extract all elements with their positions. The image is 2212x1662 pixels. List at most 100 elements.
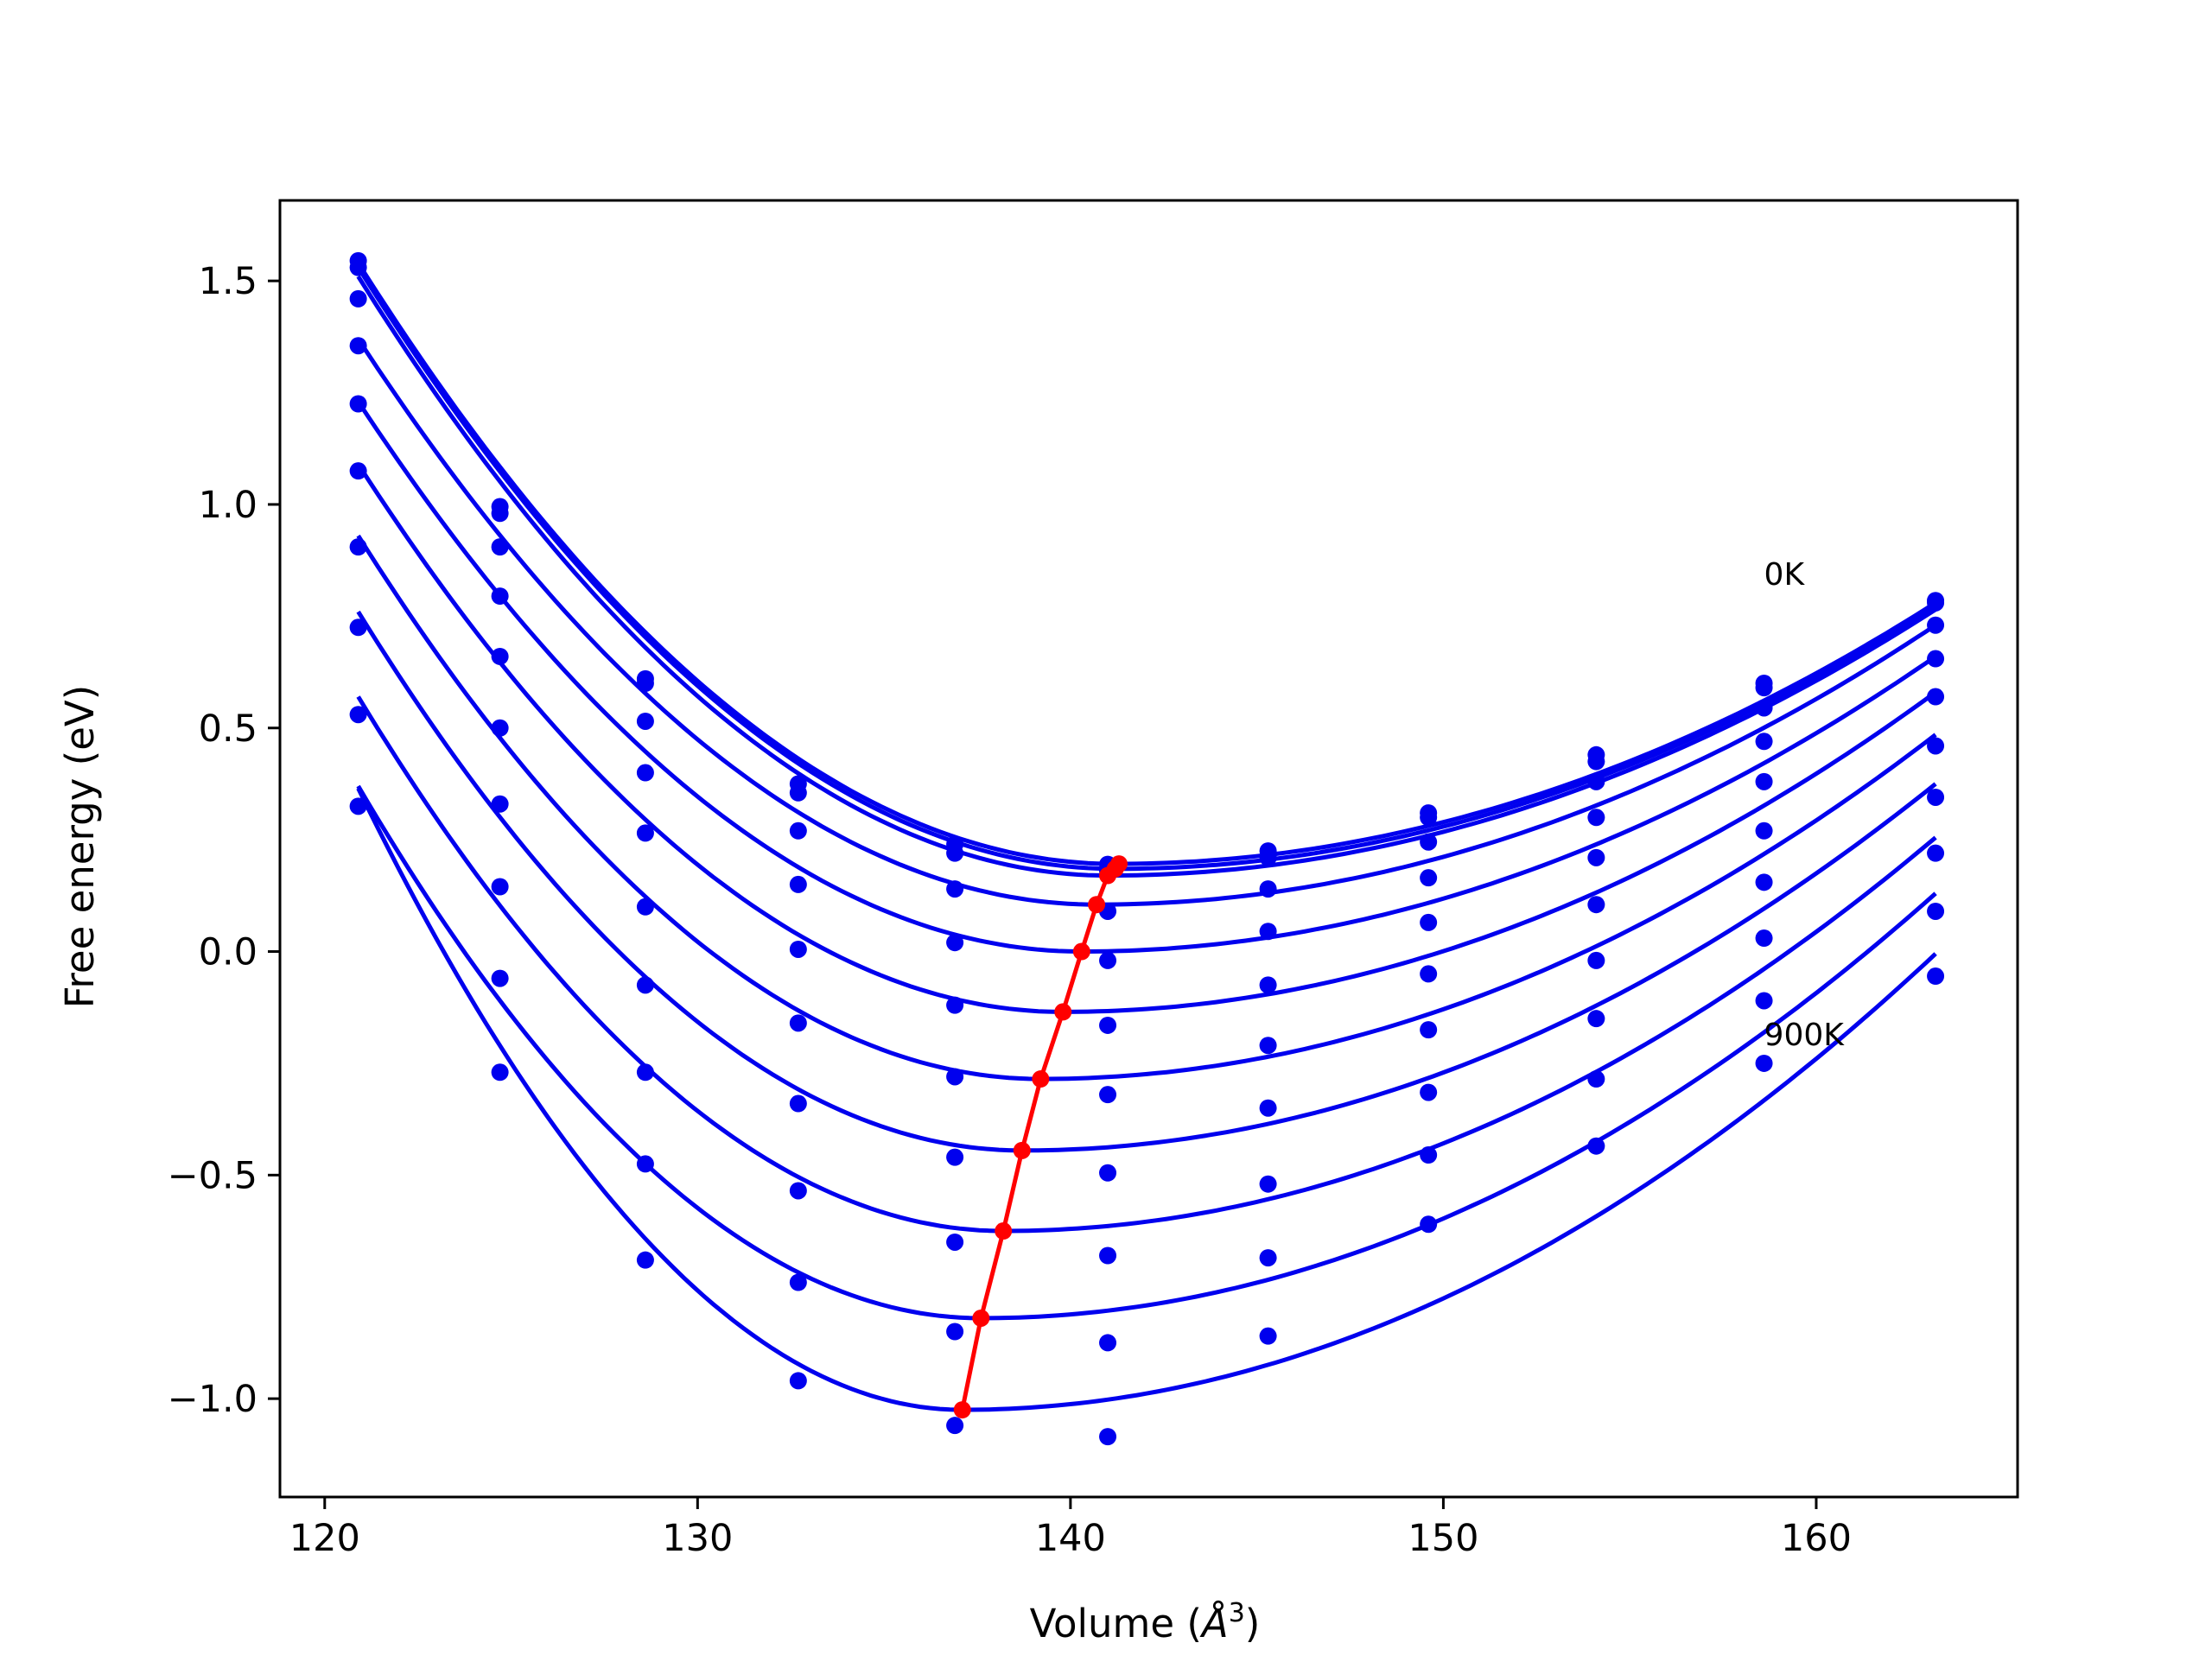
data-point [349,797,367,815]
data-point [349,337,367,355]
data-point [349,706,367,724]
data-point [946,1233,964,1251]
data-point [1420,1083,1438,1101]
data-point [1259,976,1277,994]
data-point [1927,737,1945,755]
data-point [789,1372,807,1390]
equilibrium-point [1088,896,1106,914]
data-point [1755,992,1773,1010]
annotation-900k: 900K [1764,1018,1846,1053]
x-tick-label: 130 [662,1517,733,1560]
data-point [636,824,654,842]
points-layer [349,251,1945,1446]
data-point [1420,869,1438,887]
data-point [491,587,509,606]
equilibrium-point [1072,942,1090,961]
ticks-layer: 120 130 140 150 160 −1.0 −0.5 0.0 0.5 1.0 1.5 [168,260,1852,1560]
data-point [1587,1137,1605,1155]
data-point [1587,752,1605,771]
data-point [491,795,509,813]
data-point [1927,967,1945,986]
data-point [1259,1249,1277,1267]
data-point [946,1148,964,1166]
y-tick-label: 1.0 [199,484,257,527]
data-point [1587,1070,1605,1088]
data-point [1755,821,1773,840]
fit-curve [356,534,1937,1082]
equilibrium-point [972,1309,990,1327]
fit-curve [356,787,1937,1412]
data-point [1259,1175,1277,1193]
data-point [1587,772,1605,790]
data-point [1099,1428,1117,1446]
data-point [946,1417,964,1435]
x-tick-label: 160 [1781,1517,1852,1560]
data-point [1420,1146,1438,1164]
fit-curve [356,262,1937,866]
data-point [946,996,964,1014]
data-point [1259,1327,1277,1345]
data-point [636,764,654,782]
curves-layer [356,262,1937,1412]
x-tick-label: 120 [289,1517,360,1560]
annotation-0k: 0K [1764,557,1806,593]
data-point [1259,1037,1277,1055]
equilibrium-layer [953,855,1128,1419]
annotations-layer: 0K 900K [1764,557,1846,1053]
y-tick-label: 0.5 [199,707,257,751]
equilibrium-point [953,1401,971,1419]
data-point [1927,902,1945,920]
data-point [1587,1010,1605,1028]
data-point [1755,679,1773,697]
data-point [1927,616,1945,634]
data-point [636,674,654,692]
fit-curve [356,463,1937,1014]
data-point [1259,848,1277,866]
data-point [349,462,367,480]
data-point [349,618,367,637]
data-point [636,1251,654,1269]
data-point [636,976,654,994]
data-point [946,934,964,952]
data-point [946,880,964,898]
data-point [1099,1164,1117,1182]
data-point [1755,733,1773,751]
data-point [789,1014,807,1032]
fit-curve [356,784,1937,1321]
data-point [789,875,807,893]
x-axis-label: Volume (Å3) [1030,1598,1261,1646]
data-point [636,1155,654,1173]
data-point [789,1273,807,1291]
data-point [349,538,367,556]
data-point [1099,1334,1117,1352]
fit-curve [356,338,1937,907]
data-point [1099,1246,1117,1265]
data-point [1099,951,1117,969]
y-tick-label: −1.0 [168,1378,257,1421]
data-point [1587,809,1605,827]
data-point [789,783,807,802]
data-point [1587,951,1605,969]
data-point [491,1063,509,1082]
data-point [349,395,367,413]
data-point [1259,1099,1277,1117]
data-point [1927,688,1945,706]
data-point [1755,772,1773,790]
fit-curve [356,695,1937,1234]
data-point [1927,593,1945,612]
data-point [636,1063,654,1082]
data-point [1927,650,1945,668]
data-point [491,969,509,987]
data-point [491,538,509,556]
plot-frame [278,199,2019,1499]
data-point [1587,896,1605,914]
x-tick-label: 150 [1408,1517,1478,1560]
data-point [349,289,367,308]
data-point [1420,913,1438,931]
data-point [789,940,807,958]
data-point [636,898,654,916]
data-point [1755,929,1773,948]
data-point [491,878,509,896]
fit-curve [356,400,1937,954]
